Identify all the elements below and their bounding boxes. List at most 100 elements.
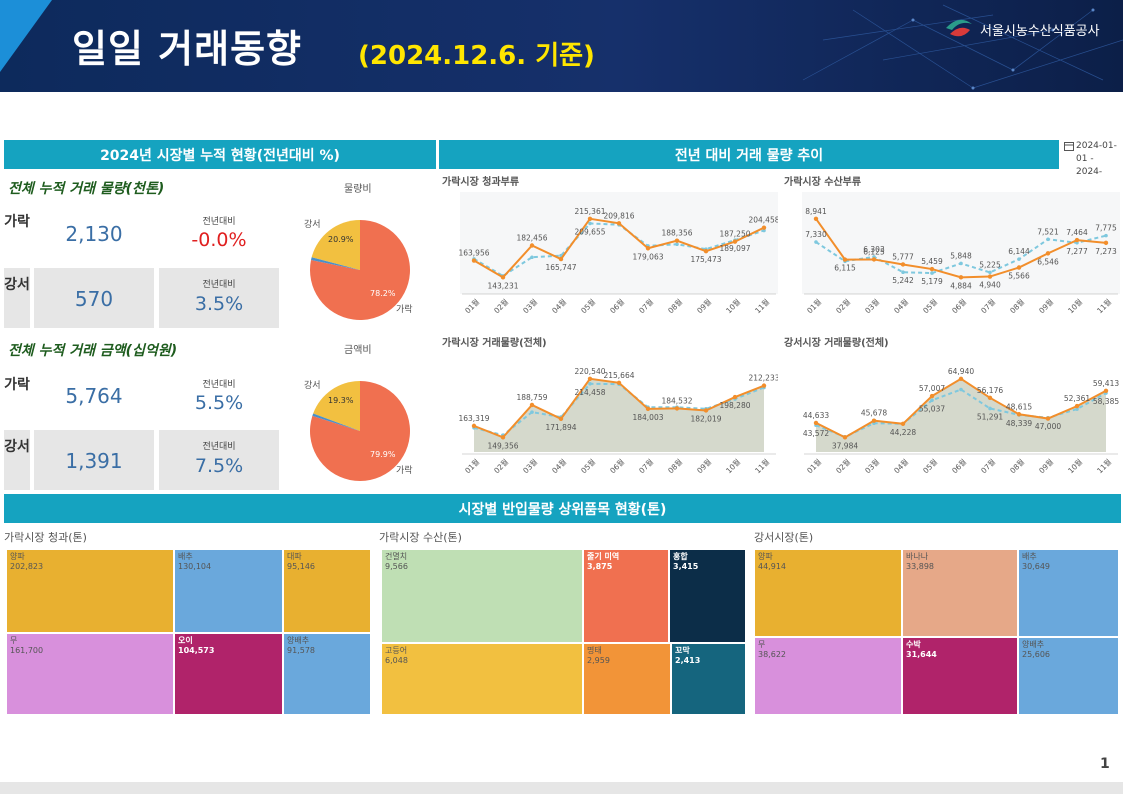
data-label: 7,521 [1037, 227, 1059, 236]
treemap-cell[interactable]: 양파 202,823 [6, 549, 174, 633]
data-label: 7,277 [1066, 247, 1088, 256]
data-label: 5,179 [921, 277, 943, 286]
pie-label-garak-pct: 79.9% [370, 450, 396, 459]
treemap-cell-value: 91,578 [287, 646, 315, 655]
treemap-cell[interactable]: 배추 130,104 [174, 549, 283, 633]
data-label: 4,884 [950, 281, 972, 290]
x-tick-label: 07월 [979, 456, 998, 475]
current-year-point [732, 239, 738, 244]
treemap-cell[interactable]: 홍합 3,415 [669, 549, 746, 643]
treemap-cell-value: 33,898 [906, 562, 934, 571]
current-year-point [471, 258, 477, 263]
current-year-point [987, 274, 993, 279]
treemap-cell[interactable]: 바나나 33,898 [902, 549, 1018, 637]
x-tick-label: 01월 [805, 456, 824, 475]
previous-year-point [930, 271, 934, 275]
pie-label-garak-pct: 78.2% [370, 289, 396, 298]
treemap-cell[interactable]: 오이 104,573 [174, 633, 283, 715]
data-label: 45,678 [861, 409, 887, 418]
previous-year-point [1075, 407, 1079, 411]
calendar-icon[interactable] [1064, 141, 1074, 151]
current-year-point [674, 406, 680, 411]
treemap-cell[interactable]: 수박 31,644 [902, 637, 1018, 715]
data-label: 5,242 [892, 276, 914, 285]
treemap-cell-name: 건멸치 [385, 552, 408, 561]
treemap3-title: 강서시장(톤) [754, 531, 814, 544]
treemap-cell[interactable]: 배추 30,649 [1018, 549, 1119, 637]
treemap-cell-name: 양배추 [287, 636, 310, 645]
treemap-cell[interactable]: 꼬막 2,413 [671, 643, 746, 715]
date-range-filter[interactable]: 2024-01-01 - 2024- [1076, 141, 1117, 177]
x-tick-label: 01월 [463, 296, 482, 315]
x-tick-label: 07월 [637, 296, 656, 315]
x-tick-label: 05월 [921, 296, 940, 315]
current-year-point [529, 402, 535, 408]
data-label: 198,280 [719, 401, 750, 410]
data-label: 163,319 [458, 414, 489, 423]
garak-produce-chart: 163,956 143,231 182,456 165,747 215,361 209,6… [458, 192, 778, 315]
data-label: 215,664 [603, 371, 634, 380]
treemap-cell[interactable]: 줄기 미역 3,875 [583, 549, 669, 643]
treemap-cell-value: 31,644 [906, 650, 937, 659]
current-year-point [558, 256, 564, 262]
data-label: 58,385 [1093, 397, 1119, 406]
treemap-cell[interactable]: 무 38,622 [754, 637, 902, 715]
previous-year-point [930, 398, 934, 403]
treemap-cell[interactable]: 무 161,700 [6, 633, 174, 715]
current-year-point [900, 262, 906, 267]
amount-garak-value: 5,764 [65, 384, 123, 408]
treemap-cell[interactable]: 건멸치 9,566 [381, 549, 583, 643]
treemap-cell[interactable]: 양배추 25,606 [1018, 637, 1119, 715]
yoy-label: 전년대비 [202, 442, 236, 452]
x-tick-label: 03월 [863, 456, 882, 475]
page-title: 일일 거래동향 [72, 27, 302, 71]
data-label: 37,984 [832, 441, 858, 450]
treemap-cell-name: 명태 [587, 646, 602, 655]
treemap-cell[interactable]: 명태 2,959 [583, 643, 671, 715]
amount-gangseo-yoy-box: 전년대비 7.5% [159, 430, 279, 490]
treemap-cell-name: 꼬막 [675, 646, 690, 655]
x-tick-label: 02월 [492, 296, 511, 315]
pie-legend-gangseo: 강서 [304, 219, 321, 230]
data-label: 6,125 [863, 247, 885, 256]
current-year-point [616, 221, 622, 226]
gangseo-treemap: 양파 44,914 바나나 33,898 배추 30,649 무 38,622 수박 31,644… [754, 549, 1119, 715]
x-tick-label: 09월 [695, 296, 714, 315]
current-year-point [1045, 251, 1051, 256]
treemap-cell[interactable]: 양배추 91,578 [283, 633, 371, 715]
x-tick-label: 07월 [979, 296, 998, 315]
amount-gangseo-value-box: 1,391 [34, 430, 154, 490]
current-year-point [645, 246, 651, 251]
x-tick-label: 05월 [579, 456, 598, 475]
current-year-point [587, 376, 593, 381]
data-label: 55,037 [919, 404, 945, 413]
data-label: 149,356 [487, 441, 518, 450]
data-label: 5,566 [1008, 272, 1030, 281]
area-fill [474, 378, 764, 452]
treemap-cell-value: 130,104 [178, 562, 212, 571]
x-tick-label: 02월 [492, 456, 511, 475]
data-label: 184,003 [632, 413, 663, 422]
current-year-point [987, 395, 993, 401]
chart4-title: 강서시장 거래물량(전체) [784, 338, 889, 349]
treemap-cell-name: 대파 [287, 552, 302, 561]
current-year-point [900, 421, 906, 426]
pie-slice-other [311, 257, 360, 270]
current-year-point [813, 420, 819, 426]
area-fill [816, 378, 1106, 452]
data-label: 182,456 [516, 234, 547, 243]
previous-year-point [588, 381, 592, 386]
data-label: 163,956 [458, 249, 489, 258]
x-tick-label: 08월 [666, 296, 685, 315]
data-label: 188,759 [516, 393, 547, 402]
previous-year-point [1017, 257, 1021, 261]
treemap-cell[interactable]: 고등어 6,048 [381, 643, 583, 715]
x-tick-label: 09월 [1037, 456, 1056, 475]
treemap-cell[interactable]: 대파 95,146 [283, 549, 371, 633]
volume-title: 전체 누적 거래 물량(천톤) [8, 181, 165, 197]
treemap-cell[interactable]: 양파 44,914 [754, 549, 902, 637]
x-tick-label: 09월 [695, 456, 714, 475]
volume-market-garak: 가락 [4, 214, 30, 230]
